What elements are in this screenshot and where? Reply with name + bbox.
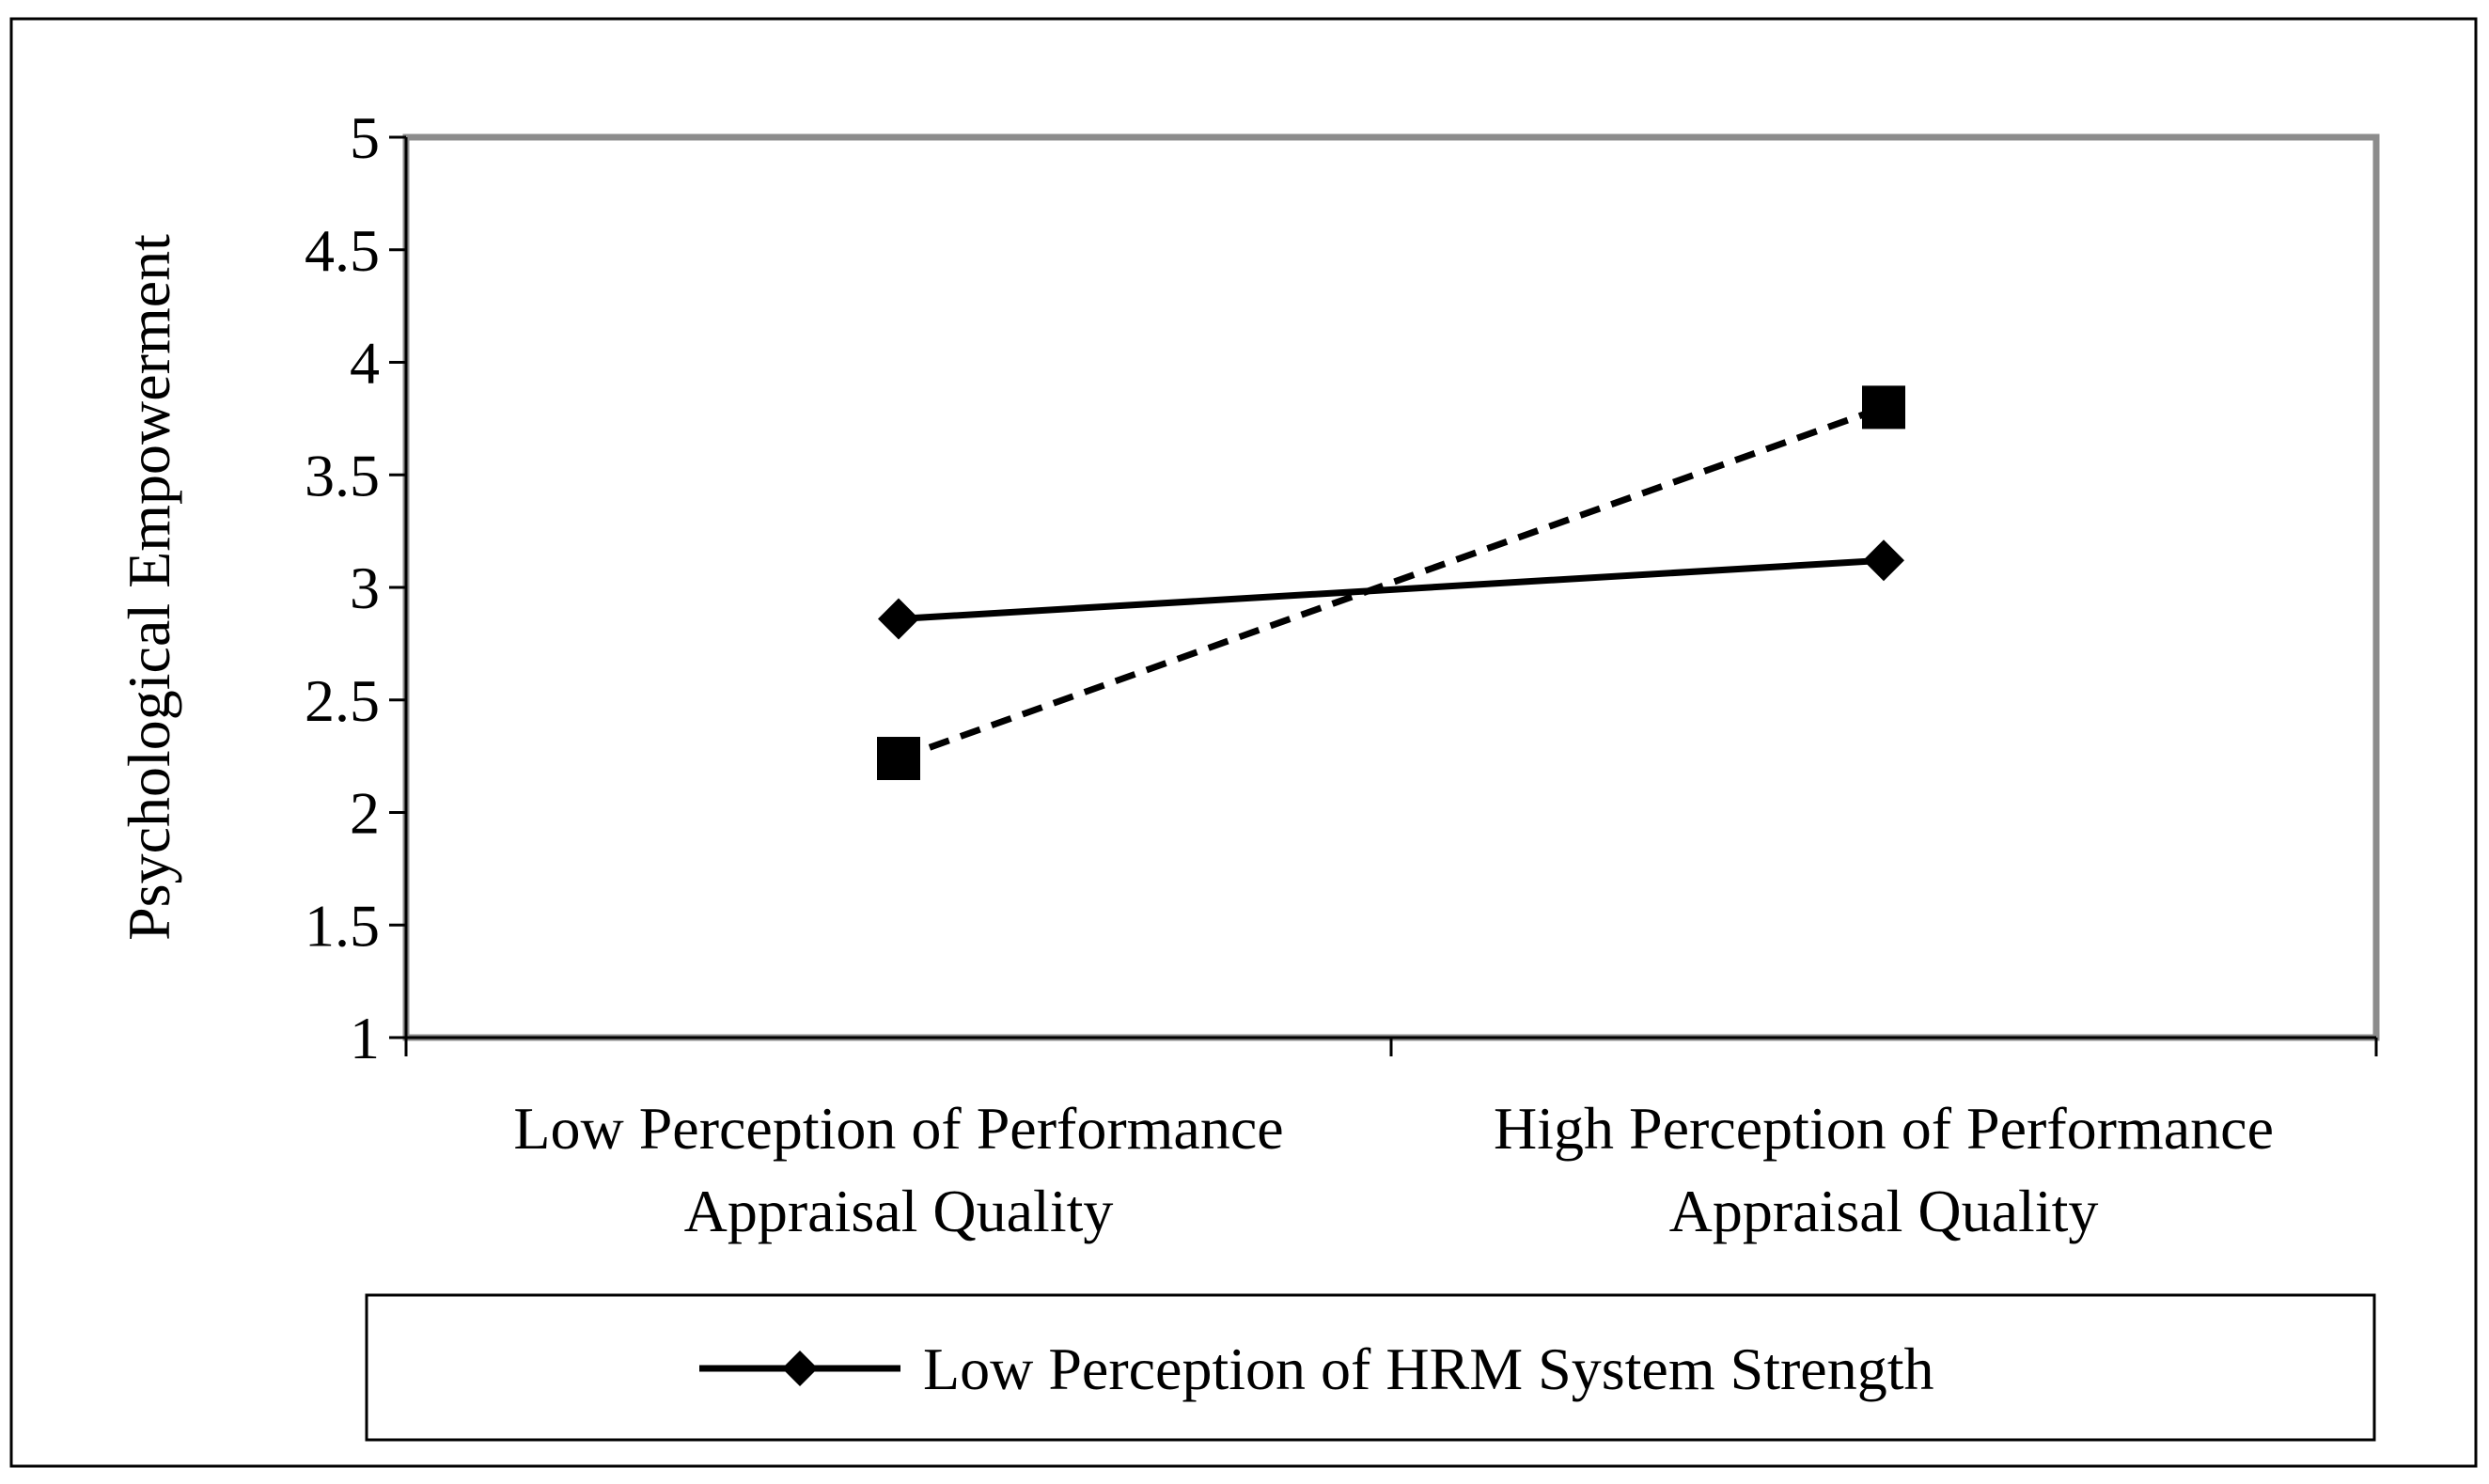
y-tick-label-8: 5 [350, 104, 380, 171]
y-axis-label: Psychological Empowerment [116, 234, 182, 941]
outer-frame [9, 17, 2478, 1468]
series-1-point-0 [877, 737, 920, 781]
x-category-label-0-line-0: Low Perception of Performance [513, 1095, 1283, 1162]
x-category-label-1: High Perception of Performance Appraisal … [1494, 1095, 2274, 1244]
y-tick-label-1: 1.5 [305, 892, 380, 959]
y-tick-label-0: 1 [350, 1005, 380, 1071]
x-category-label-1-line-0: High Perception of Performance [1494, 1095, 2274, 1162]
y-tick-label-5: 3.5 [305, 442, 380, 508]
legend-marker-diamond [782, 1351, 818, 1386]
series-0-line [898, 556, 1885, 623]
y-tick-label-2: 2 [350, 780, 380, 847]
y-axis-ticks: 1 1.5 2 2.5 3 3.5 4 4.5 5 [305, 104, 406, 1071]
series-1-line [897, 404, 1886, 762]
y-tick-label-6: 4 [350, 330, 380, 397]
series-0-point-1 [1863, 539, 1904, 582]
y-tick-label-7: 4.5 [305, 217, 380, 284]
series-layer [877, 385, 1905, 781]
series-1-point-1 [1862, 385, 1905, 430]
legend-item-0: Low Perception of HRM System Strength [699, 1336, 1933, 1402]
x-category-label-1-line-1: Appraisal Quality [1669, 1178, 2099, 1244]
y-tick-label-3: 2.5 [305, 667, 380, 734]
series-0-point-0 [878, 598, 919, 640]
y-tick-label-4: 3 [350, 555, 380, 621]
legend-label-0: Low Perception of HRM System Strength [923, 1336, 1933, 1402]
x-category-label-0: Low Perception of Performance Appraisal Q… [513, 1095, 1283, 1244]
x-axis-ticks: Low Perception of Performance Appraisal Q… [404, 1038, 2378, 1244]
x-category-label-0-line-1: Appraisal Quality [684, 1178, 1114, 1244]
